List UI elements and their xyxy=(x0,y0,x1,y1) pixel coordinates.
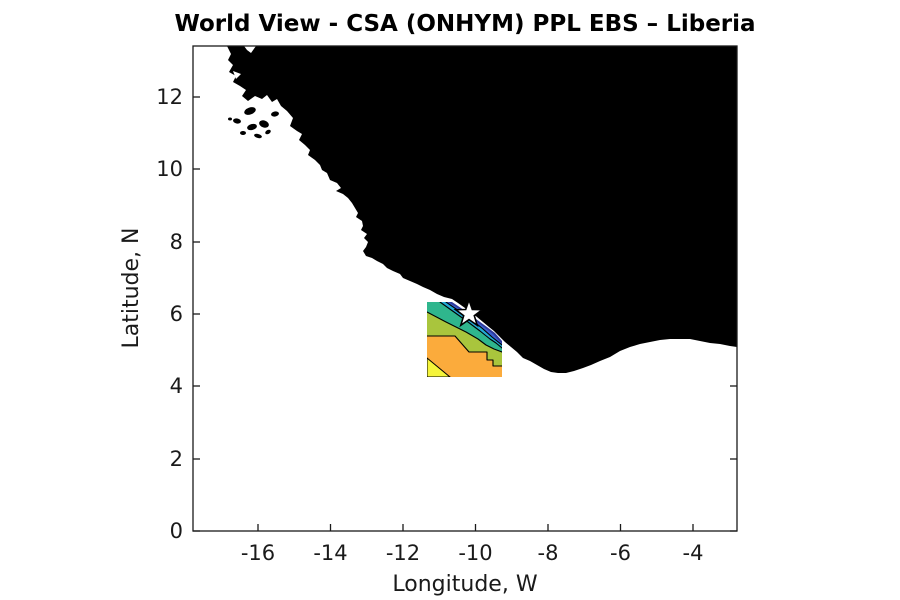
offshore-islands xyxy=(228,107,333,139)
x-tick-label: -16 xyxy=(241,541,275,565)
y-tick-labels: 0 2 4 6 8 10 12 xyxy=(156,85,183,543)
coastal-inlets xyxy=(233,46,256,79)
x-axis-label: Longitude, W xyxy=(392,572,537,597)
y-tick-label: 10 xyxy=(156,157,183,181)
figure-title: World View - CSA (ONHYM) PPL EBS – Liber… xyxy=(174,11,755,37)
x-tick-label: -14 xyxy=(313,541,347,565)
x-tick-label: -12 xyxy=(386,541,420,565)
x-tick-label: -4 xyxy=(683,541,704,565)
x-tick-label: -6 xyxy=(610,541,631,565)
landmass xyxy=(227,46,737,373)
x-tick-labels: -16 -14 -12 -10 -8 -6 -4 xyxy=(241,541,704,565)
contour-band-yellow xyxy=(427,357,451,377)
y-tick-label: 0 xyxy=(170,519,183,543)
y-tick-label: 6 xyxy=(170,302,183,326)
y-tick-label: 8 xyxy=(170,230,183,254)
site-marker-star xyxy=(453,297,485,328)
y-axis-label: Latitude, N xyxy=(119,228,144,349)
y-tick-label: 12 xyxy=(156,85,183,109)
y-tick-label: 4 xyxy=(170,374,183,398)
plot-border xyxy=(192,45,738,532)
x-tick-label: -8 xyxy=(538,541,559,565)
x-tick-label: -10 xyxy=(458,541,492,565)
y-tick-label: 2 xyxy=(170,447,183,471)
